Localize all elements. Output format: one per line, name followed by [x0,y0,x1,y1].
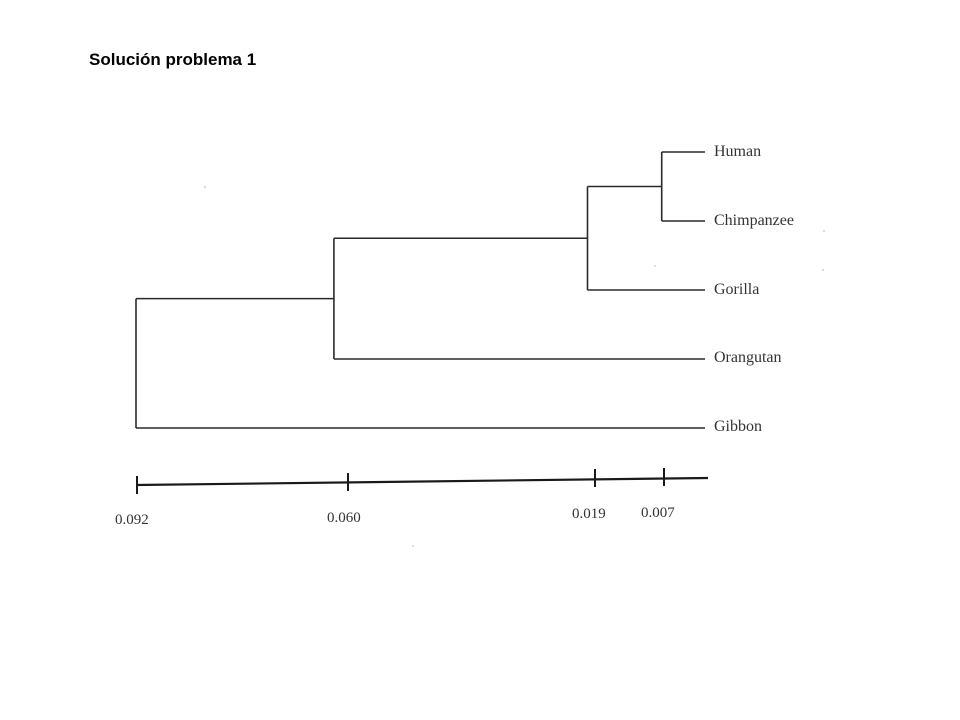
scale-axis-line [135,476,709,487]
scan-speck [821,268,825,272]
leaf-label-human: Human [714,143,761,160]
distance-scale: 0.092 0.060 0.019 0.007 [115,468,709,528]
scan-speck [822,229,826,233]
scale-tick-label: 0.019 [572,506,606,522]
leaf-label-gorilla: Gorilla [714,281,759,298]
leaf-label-orangutan: Orangutan [714,349,782,366]
scan-speck [412,545,414,547]
scale-tick-label: 0.092 [115,512,149,528]
leaf-label-chimpanzee: Chimpanzee [714,212,794,229]
tree-branches [135,151,705,429]
scan-speck [654,265,656,267]
scale-tick-label: 0.007 [641,505,675,521]
leaf-labels: Human Chimpanzee Gorilla Orangutan Gibbo… [714,143,794,435]
scale-tick-label: 0.060 [327,510,361,526]
scan-speck [203,185,207,189]
slide-title: Solución problema 1 [89,50,257,69]
leaf-label-gibbon: Gibbon [714,418,762,435]
